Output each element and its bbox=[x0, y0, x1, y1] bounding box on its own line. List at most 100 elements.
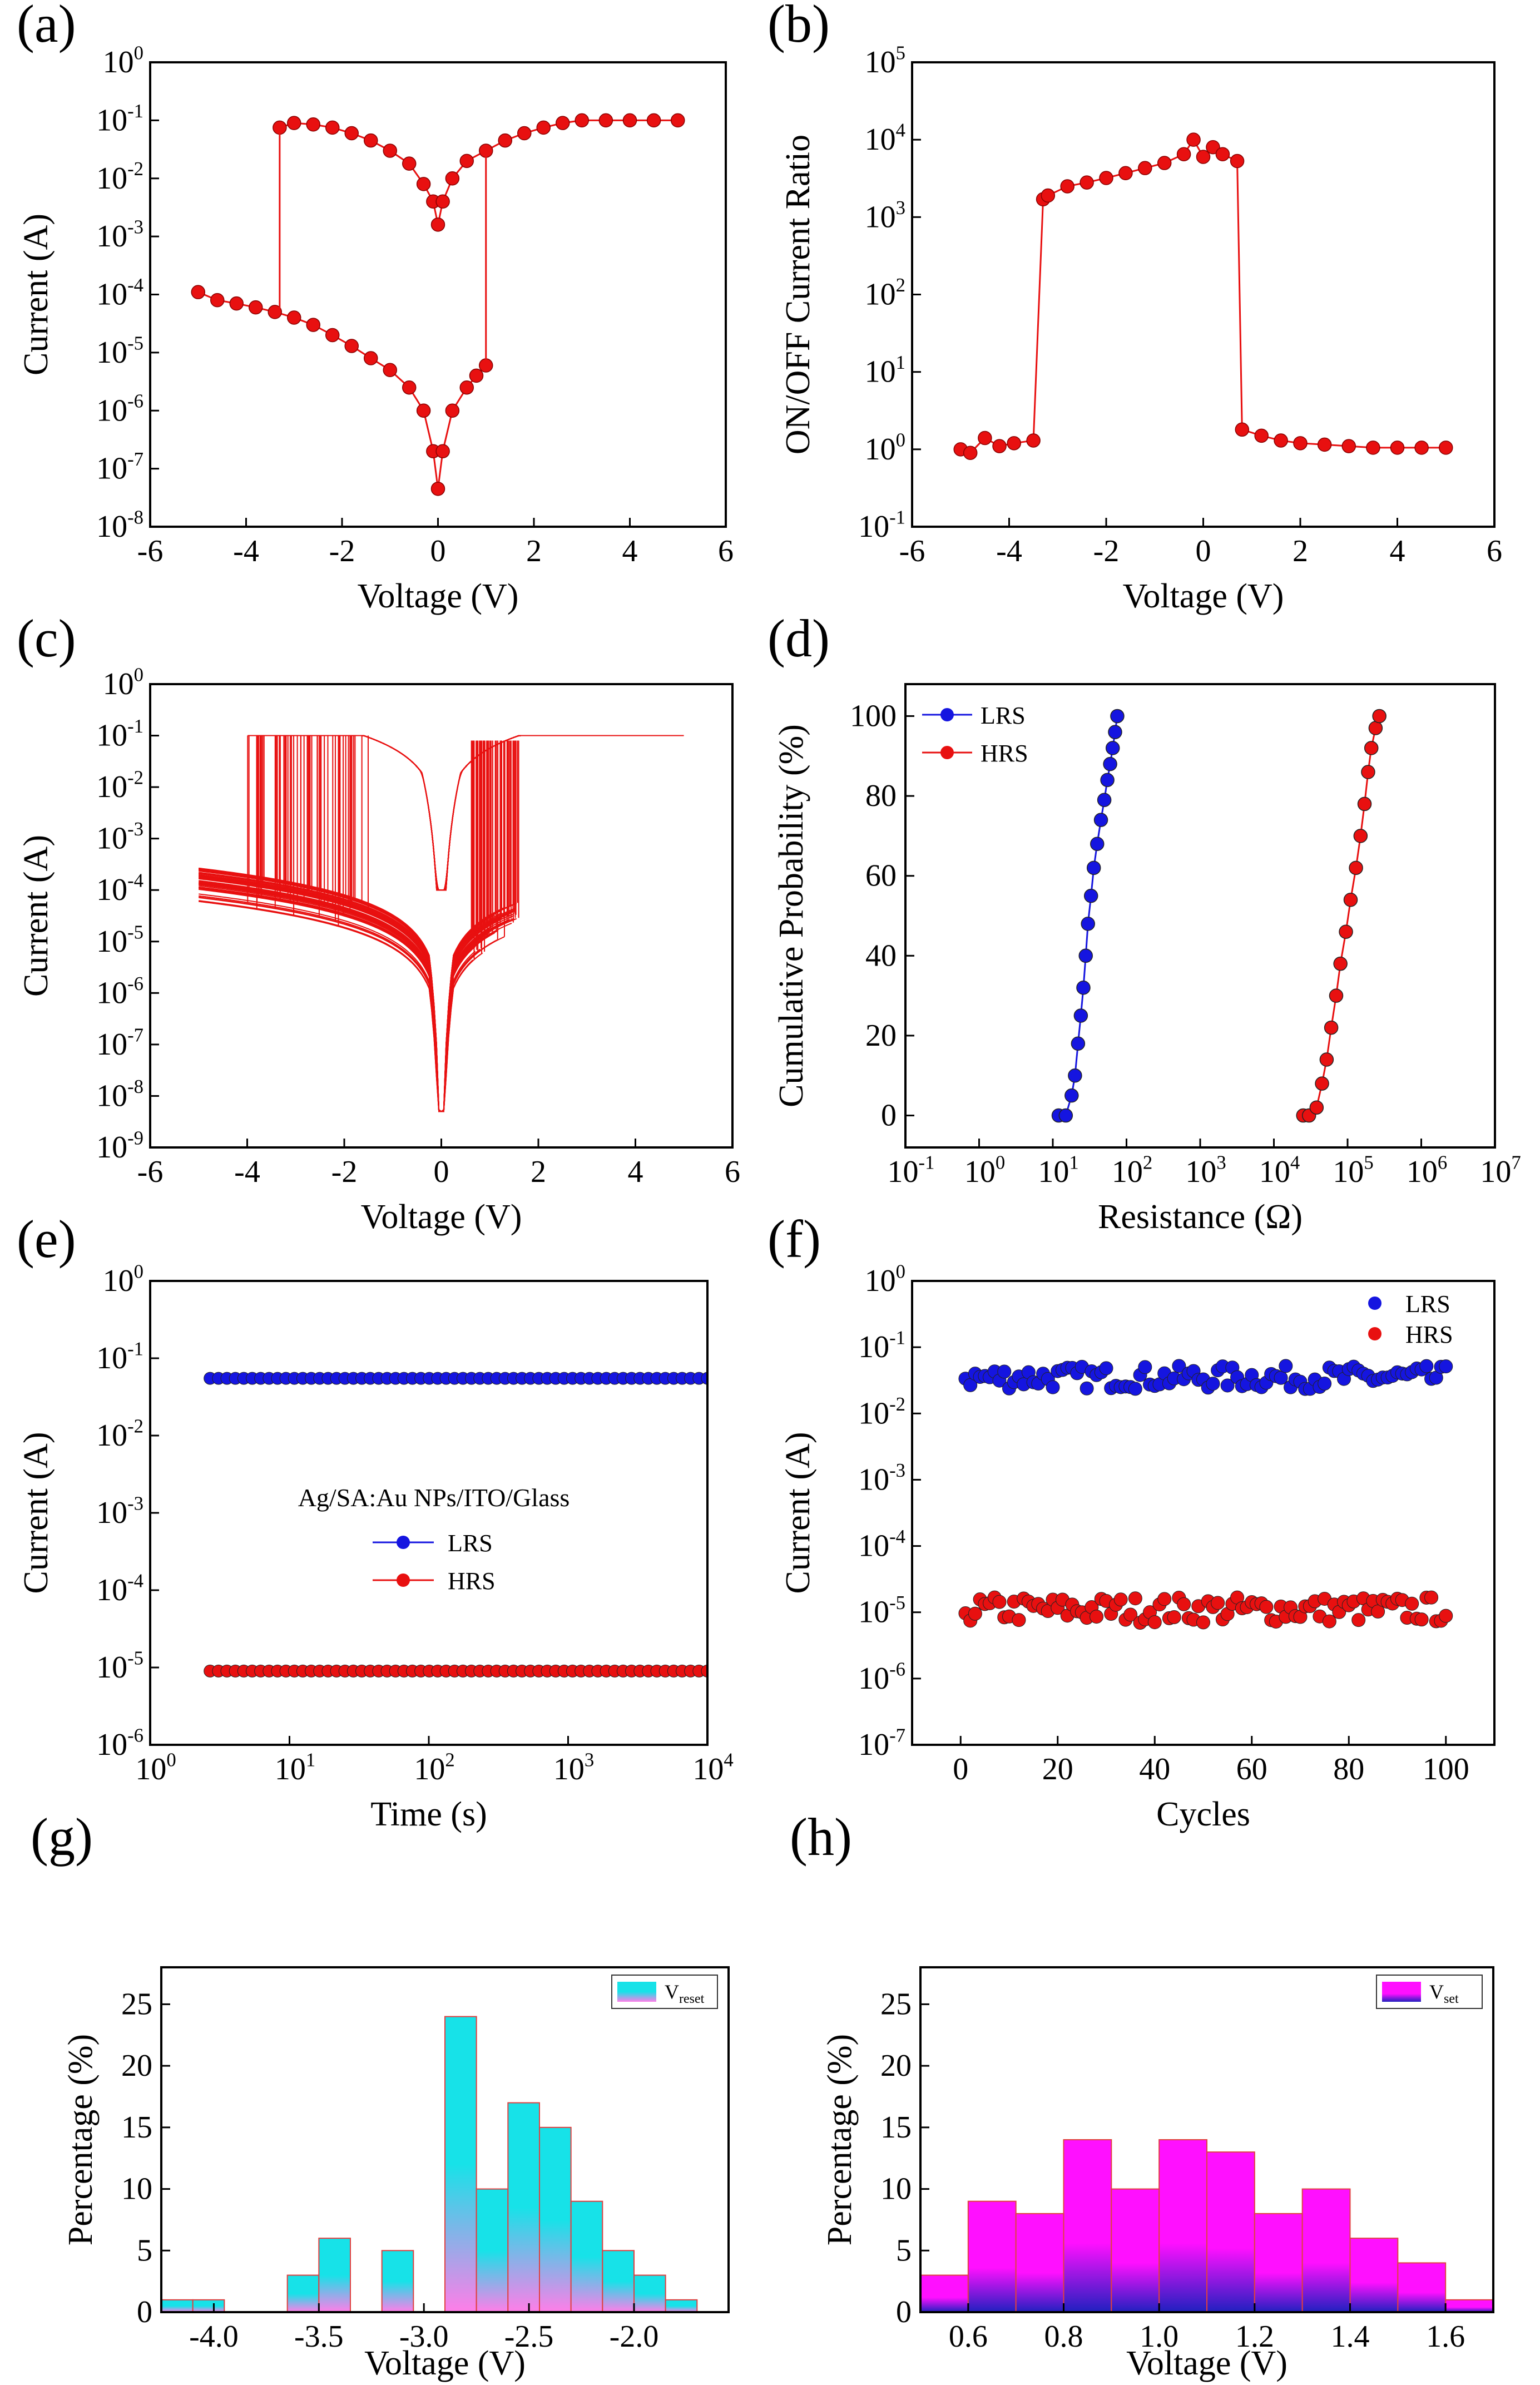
data-point bbox=[1196, 1615, 1210, 1630]
data-point bbox=[1353, 829, 1368, 843]
data-point bbox=[287, 116, 301, 130]
x-tick-label: 1.0 bbox=[1140, 2319, 1178, 2354]
data-point bbox=[1341, 439, 1356, 453]
legend-marker bbox=[397, 1573, 410, 1587]
data-point bbox=[287, 310, 301, 325]
x-tick-label: 4 bbox=[622, 534, 638, 568]
y-tick-label: 102 bbox=[865, 274, 905, 312]
x-tick-label: -4 bbox=[234, 1155, 260, 1189]
y-tick-label: 100 bbox=[103, 1260, 143, 1298]
data-point bbox=[402, 156, 417, 171]
y-tick-label: 100 bbox=[850, 699, 897, 733]
x-axis-label: Time (s) bbox=[370, 1795, 487, 1833]
plot-area-c bbox=[199, 735, 684, 1112]
histogram-bar bbox=[920, 2274, 969, 2312]
y-tick-label: 40 bbox=[865, 938, 897, 973]
cycle-lrs-curve bbox=[368, 735, 684, 891]
y-tick-label: 25 bbox=[880, 1987, 912, 2021]
y-tick-label: 80 bbox=[865, 779, 897, 813]
data-point bbox=[1361, 765, 1375, 779]
data-point bbox=[459, 380, 474, 395]
data-point bbox=[598, 113, 613, 128]
panel-g: (g) -4.0 -3.5 -3.0 -2.5 -2.0 0 5 10 15 20 25 Voltage… bbox=[31, 1807, 730, 2382]
histogram-bar bbox=[318, 2238, 351, 2312]
cycle-hrs-curve bbox=[199, 868, 478, 1112]
y-tick-label: 10-7 bbox=[96, 1024, 143, 1062]
cycle-hrs-curve bbox=[199, 874, 514, 1112]
data-point bbox=[1371, 1604, 1385, 1619]
series-line bbox=[279, 119, 678, 225]
y-tick-label: 15 bbox=[880, 2110, 912, 2145]
x-tick-label: -4.0 bbox=[189, 2319, 239, 2354]
data-point bbox=[1279, 1359, 1293, 1373]
panel-d: (d) 10-1 100 101 102 103 104 105 106 107 0 20 40 60 80… bbox=[767, 608, 1521, 1236]
data-point bbox=[1196, 150, 1211, 164]
data-point bbox=[1080, 1381, 1094, 1396]
data-point bbox=[1215, 147, 1230, 161]
x-tick-label: 100 bbox=[964, 1151, 1005, 1189]
data-point bbox=[445, 403, 460, 418]
y-tick-label: 10-8 bbox=[96, 1076, 143, 1114]
axes-frame bbox=[149, 61, 727, 528]
data-point bbox=[1138, 161, 1152, 175]
y-tick-label: 10-1 bbox=[96, 1338, 143, 1375]
y-tick-label: 60 bbox=[865, 859, 897, 893]
data-point bbox=[992, 439, 1007, 453]
histogram-bar bbox=[1445, 2299, 1493, 2312]
x-tick-label: 80 bbox=[1333, 1752, 1364, 1787]
y-tick-label: 10-7 bbox=[96, 448, 143, 486]
data-point bbox=[344, 339, 359, 353]
data-point bbox=[1259, 1600, 1274, 1614]
y-tick-label: 10-6 bbox=[96, 1724, 143, 1762]
y-tick-label: 100 bbox=[103, 42, 143, 80]
x-tick-label: 107 bbox=[1480, 1151, 1521, 1189]
data-point bbox=[430, 482, 445, 496]
cycle-lrs-curve bbox=[362, 735, 682, 891]
data-point bbox=[1176, 147, 1191, 161]
x-tick-label: 104 bbox=[692, 1749, 733, 1787]
data-point bbox=[1167, 1610, 1181, 1625]
data-point bbox=[1343, 893, 1358, 907]
data-point bbox=[1405, 1596, 1419, 1611]
x-tick-label: 102 bbox=[1112, 1151, 1152, 1189]
axes-frame bbox=[904, 683, 1496, 1149]
data-point bbox=[1093, 813, 1108, 827]
x-tick-label: 0.6 bbox=[949, 2319, 988, 2354]
histogram-bar bbox=[192, 2299, 225, 2312]
x-tick-label: 2 bbox=[1293, 534, 1308, 568]
x-tick-label: -2 bbox=[1093, 534, 1120, 568]
y-tick-label: 10-8 bbox=[96, 506, 143, 544]
data-point bbox=[1097, 793, 1112, 807]
data-point bbox=[1211, 1596, 1225, 1610]
cycle-hrs-curve bbox=[199, 878, 507, 1112]
axes-frame bbox=[149, 1280, 709, 1746]
data-point bbox=[268, 305, 282, 319]
histogram-bar bbox=[570, 2200, 603, 2312]
data-point bbox=[646, 113, 661, 128]
data-point bbox=[1080, 175, 1094, 190]
data-point bbox=[364, 133, 378, 148]
data-point bbox=[1439, 1359, 1453, 1374]
series-line bbox=[960, 138, 1446, 454]
data-point bbox=[1078, 948, 1093, 963]
x-axis-label: Voltage (V) bbox=[358, 577, 519, 615]
data-point bbox=[249, 300, 263, 315]
data-point bbox=[1064, 1088, 1079, 1103]
x-tick-label: 10-1 bbox=[888, 1151, 935, 1189]
data-point bbox=[1318, 1377, 1332, 1391]
x-tick-label: -3.0 bbox=[399, 2319, 449, 2354]
legend-marker bbox=[397, 1536, 410, 1549]
x-tick-label: -2 bbox=[331, 1155, 358, 1189]
x-tick-label: 40 bbox=[1139, 1752, 1170, 1787]
panel-letter-g: (g) bbox=[31, 1807, 93, 1867]
data-point bbox=[229, 296, 244, 311]
data-point bbox=[997, 1364, 1012, 1379]
y-tick-label: 10-4 bbox=[96, 274, 143, 312]
y-axis-label: Percentage (%) bbox=[62, 2034, 100, 2245]
y-tick-label: 100 bbox=[103, 664, 143, 701]
panel-letter-c: (c) bbox=[17, 608, 76, 668]
x-tick-label: 6 bbox=[725, 1155, 740, 1189]
y-tick-label: 10-1 bbox=[858, 1327, 905, 1365]
cycle-lrs-curve bbox=[258, 735, 684, 891]
data-point bbox=[1073, 1008, 1088, 1023]
